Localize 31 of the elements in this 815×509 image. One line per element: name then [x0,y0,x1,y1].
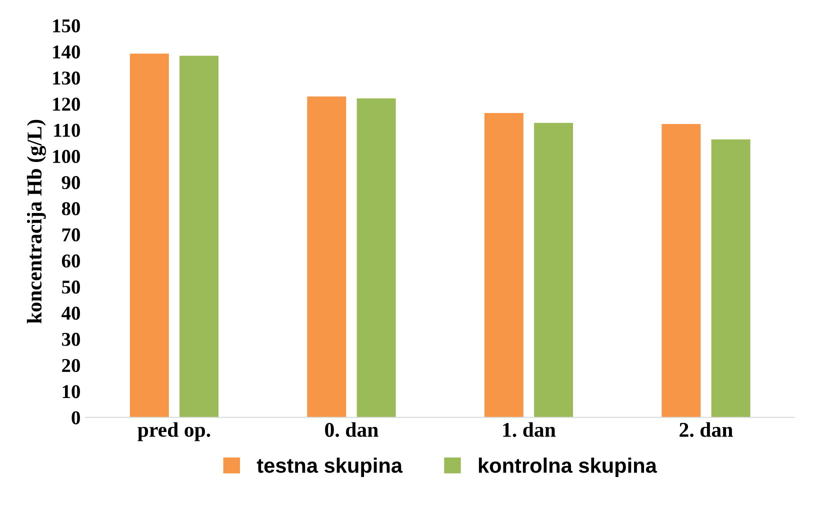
y-tick-label: 130 [53,72,80,85]
bar [662,124,701,418]
bar [534,122,574,418]
y-tick-label: 60 [62,254,80,268]
y-tick-label: 110 [54,124,80,137]
y-tick-label: 70 [62,228,80,242]
y-tick-label: 0 [72,411,80,424]
y-tick-label: 140 [53,45,80,59]
bar [484,112,524,418]
y-axis-title: koncentracija Hb (g/L) [26,120,46,324]
x-tick-label: pred op. [138,422,210,442]
x-tick-label: 2. dan [680,422,733,437]
y-tick-label: 10 [62,385,80,398]
x-tick-label: 1. dan [503,422,556,437]
y-tick-label: 50 [62,280,80,294]
y-tick-label: 20 [62,358,80,372]
bar [356,98,396,418]
bar [130,54,169,418]
y-tick-label: 80 [62,202,80,216]
y-tick-label: 150 [53,19,80,32]
legend-label: testna skupina [256,458,403,478]
y-tick-label: 40 [62,306,80,320]
bar [307,96,346,418]
legend-label: kontrolna skupina [478,458,658,478]
y-tick-label: 30 [62,332,80,346]
y-tick-label: 120 [53,98,80,111]
y-tick-label: 90 [62,176,80,190]
bar [711,139,750,418]
x-tick-label: 0. dan [325,422,378,437]
y-tick-label: 100 [53,150,80,164]
bar [180,56,219,418]
